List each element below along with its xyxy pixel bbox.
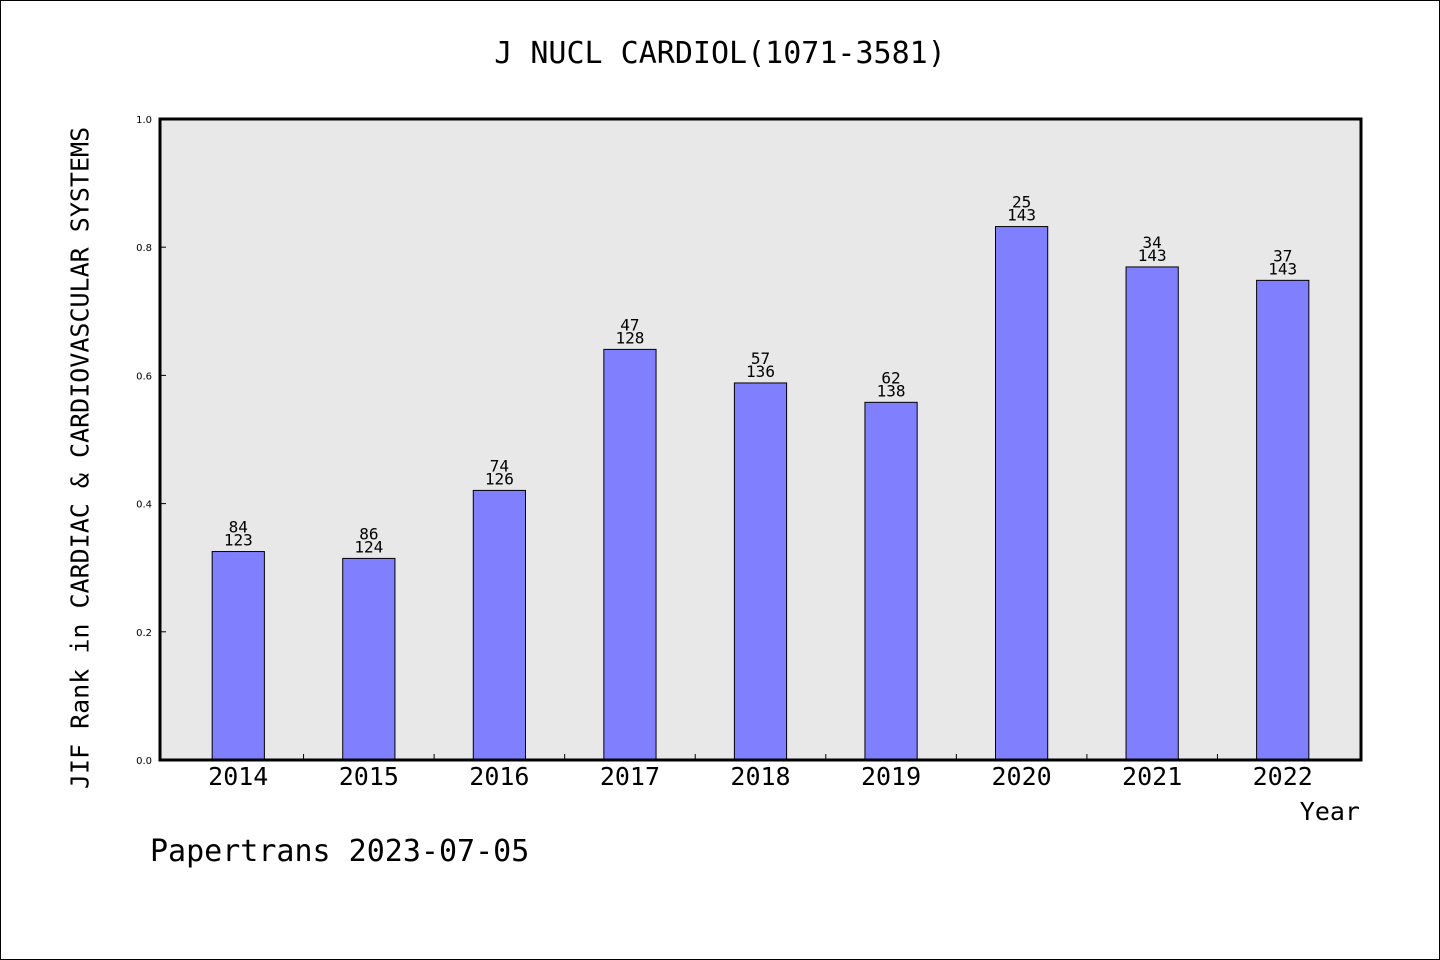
x-tick-label: 2022 — [1253, 762, 1313, 791]
bar — [342, 557, 396, 761]
bar-rank-label: 47 — [620, 315, 639, 334]
axis-ticks: 0.0 0.2 0.4 0.6 0.8 1.0 2014 2015 2016 2017 2018 20… — [136, 115, 1313, 791]
bar-total-label: 138 — [877, 381, 906, 400]
bar-total-label: 143 — [1268, 259, 1297, 278]
y-tick-label: 0.2 — [136, 628, 152, 639]
y-tick-label: 0.4 — [136, 500, 152, 511]
bar-rank-label: 57 — [751, 349, 770, 368]
x-axis-label: Year — [1299, 797, 1360, 826]
bar-rank-label: 74 — [490, 456, 509, 475]
x-tick-label: 2019 — [861, 762, 921, 791]
bar-total-label: 126 — [485, 469, 514, 488]
bar-total-label: 128 — [615, 328, 644, 347]
bar — [1125, 266, 1179, 761]
x-tick-label: 2014 — [208, 762, 268, 791]
y-tick-label: 0.6 — [136, 371, 152, 382]
y-tick-label: 0.0 — [136, 756, 152, 767]
bar — [603, 348, 657, 761]
x-tick-label: 2015 — [339, 762, 399, 791]
bar-rank-label: 84 — [229, 518, 248, 537]
bar-total-label: 143 — [1007, 206, 1036, 225]
bar-total-label: 123 — [224, 531, 253, 550]
x-tick-label: 2016 — [469, 762, 529, 791]
bar-rank-label: 37 — [1273, 246, 1292, 265]
bar-rank-label: 62 — [881, 368, 900, 387]
bar — [472, 489, 526, 761]
bar-rank-label: 25 — [1012, 193, 1031, 212]
bar-total-label: 136 — [746, 362, 775, 381]
bar-rank-label: 86 — [359, 524, 378, 543]
x-tick-label: 2017 — [600, 762, 660, 791]
bar — [1256, 279, 1310, 761]
bar-total-label: 143 — [1138, 246, 1167, 265]
y-tick-label: 0.8 — [136, 243, 152, 254]
bar-rank-label: 34 — [1143, 233, 1162, 252]
x-tick-label: 2018 — [730, 762, 790, 791]
plot-border — [158, 117, 1363, 762]
bar-total-label: 124 — [354, 537, 383, 556]
x-tick-label: 2021 — [1122, 762, 1182, 791]
y-tick-label: 1.0 — [136, 115, 152, 126]
bar — [864, 401, 918, 761]
bar — [733, 382, 788, 761]
chart-title: J NUCL CARDIOL(1071-3581) — [494, 36, 946, 71]
x-tick-label: 2020 — [992, 762, 1052, 791]
bar — [211, 551, 265, 761]
bar — [995, 226, 1049, 761]
footer-credit: Papertrans 2023-07-05 — [150, 834, 530, 869]
